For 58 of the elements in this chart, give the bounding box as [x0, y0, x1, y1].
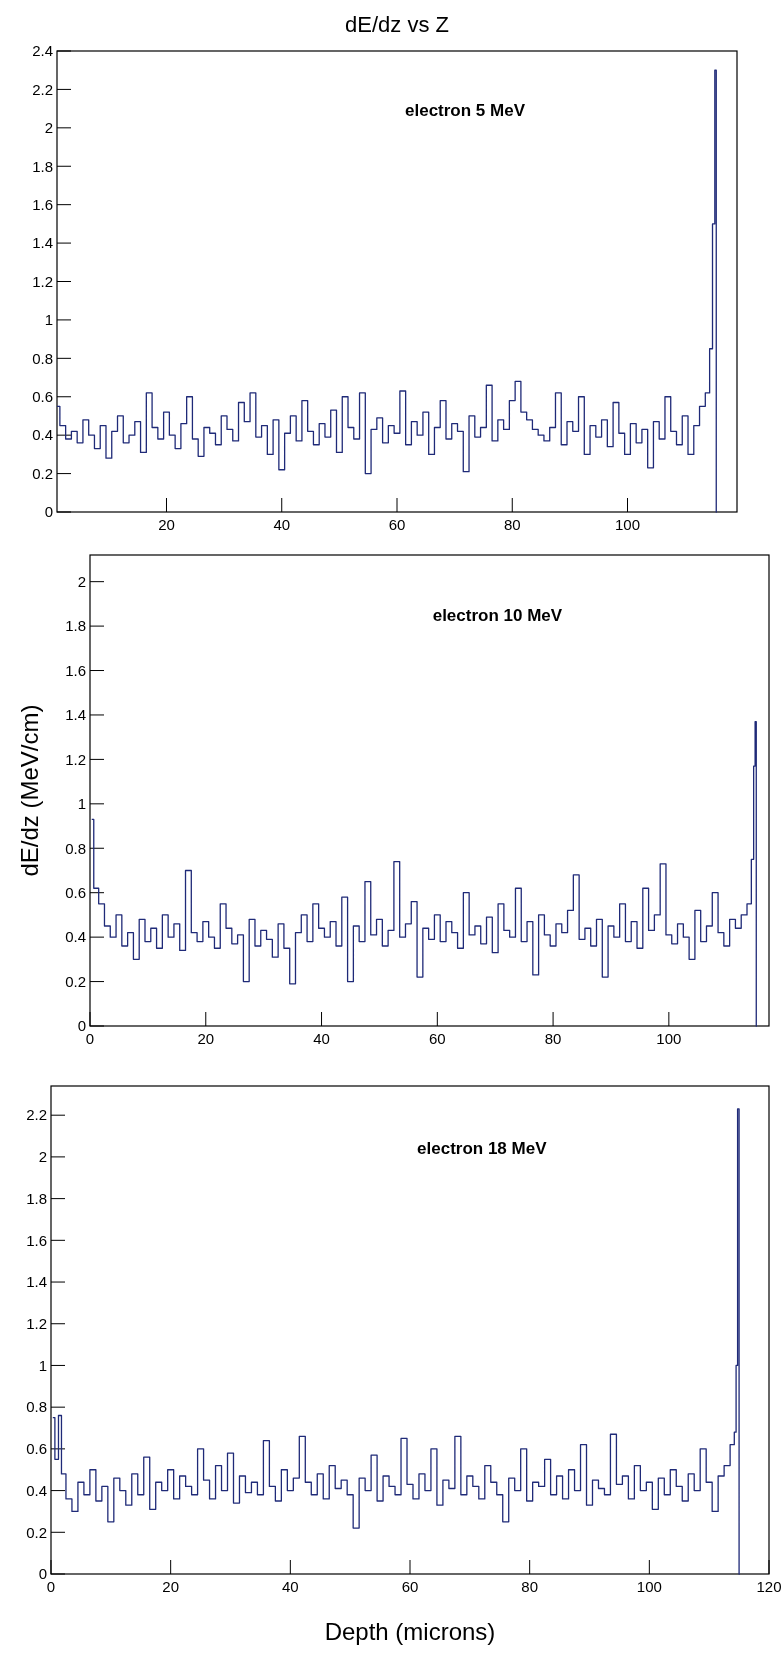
y-tick-label: 0.6	[26, 1440, 47, 1458]
y-tick-label: 0.8	[32, 349, 53, 367]
x-tick-label: 40	[273, 516, 291, 533]
y-tick-label: 0	[38, 1565, 47, 1583]
y-tick-label: 0	[77, 1017, 86, 1035]
y-tick-label: 0.8	[65, 839, 86, 857]
x-axis-title: Depth (microns)	[324, 1618, 496, 1645]
y-tick-label: 0.4	[65, 928, 86, 946]
x-tick-label: 80	[503, 516, 521, 533]
y-tick-label: 1.6	[65, 661, 86, 679]
y-tick-label: 1.2	[32, 272, 53, 290]
y-tick-label: 0.4	[32, 426, 53, 444]
y-axis-title: dE/dz (MeV/cm)	[16, 704, 43, 877]
x-tick-label: 80	[521, 1578, 539, 1595]
y-tick-label: 0.8	[26, 1398, 47, 1416]
y-tick-label: 2	[38, 1148, 47, 1166]
y-tick-label: 0.2	[26, 1523, 47, 1541]
y-tick-label: 1.8	[26, 1189, 47, 1207]
y-tick-label: 1	[77, 795, 86, 813]
x-tick-label: 40	[313, 1030, 330, 1047]
y-tick-label: 1.6	[26, 1231, 47, 1249]
y-tick-label: 1	[44, 311, 53, 329]
y-tick-label: 1.8	[65, 617, 86, 635]
y-tick-label: 2	[77, 572, 86, 590]
x-tick-label: 20	[162, 1578, 180, 1595]
y-tick-label: 1.4	[26, 1273, 47, 1291]
y-tick-label: 0.6	[65, 883, 86, 901]
annotation: electron 18 MeV	[417, 1139, 548, 1159]
x-tick-label: 60	[388, 516, 406, 533]
annotation: electron 5 MeV	[405, 100, 526, 120]
y-tick-label: 1	[38, 1356, 47, 1374]
y-tick-label: 2.4	[32, 42, 53, 60]
y-tick-label: 1.4	[65, 706, 86, 724]
y-tick-label: 0.6	[32, 388, 53, 405]
x-tick-label: 100	[614, 516, 641, 533]
y-tick-label: 1.8	[32, 157, 53, 175]
x-tick-label: 80	[544, 1030, 562, 1047]
y-tick-label: 0	[44, 503, 53, 521]
y-tick-label: 1.2	[26, 1314, 47, 1332]
x-tick-label: 100	[656, 1030, 682, 1047]
x-tick-label: 60	[428, 1030, 446, 1047]
x-tick-label: 20	[197, 1030, 215, 1047]
y-tick-label: 1.2	[65, 750, 86, 768]
chart-title: dE/dz vs Z	[345, 12, 449, 37]
y-tick-label: 2.2	[26, 1106, 47, 1124]
x-tick-label: 60	[401, 1578, 419, 1595]
y-tick-label: 1.4	[32, 234, 53, 252]
y-tick-label: 0.2	[65, 972, 86, 990]
x-tick-label: 20	[158, 516, 175, 533]
x-tick-label: 40	[281, 1578, 299, 1595]
y-tick-label: 1.6	[32, 195, 53, 213]
x-tick-label: 100	[636, 1578, 662, 1595]
y-tick-label: 0.2	[32, 464, 53, 482]
annotation: electron 10 MeV	[432, 605, 563, 625]
x-tick-label: 120	[756, 1578, 782, 1595]
y-tick-label: 0.4	[26, 1481, 47, 1499]
y-tick-label: 2.2	[32, 80, 53, 98]
y-tick-label: 2	[44, 119, 53, 137]
